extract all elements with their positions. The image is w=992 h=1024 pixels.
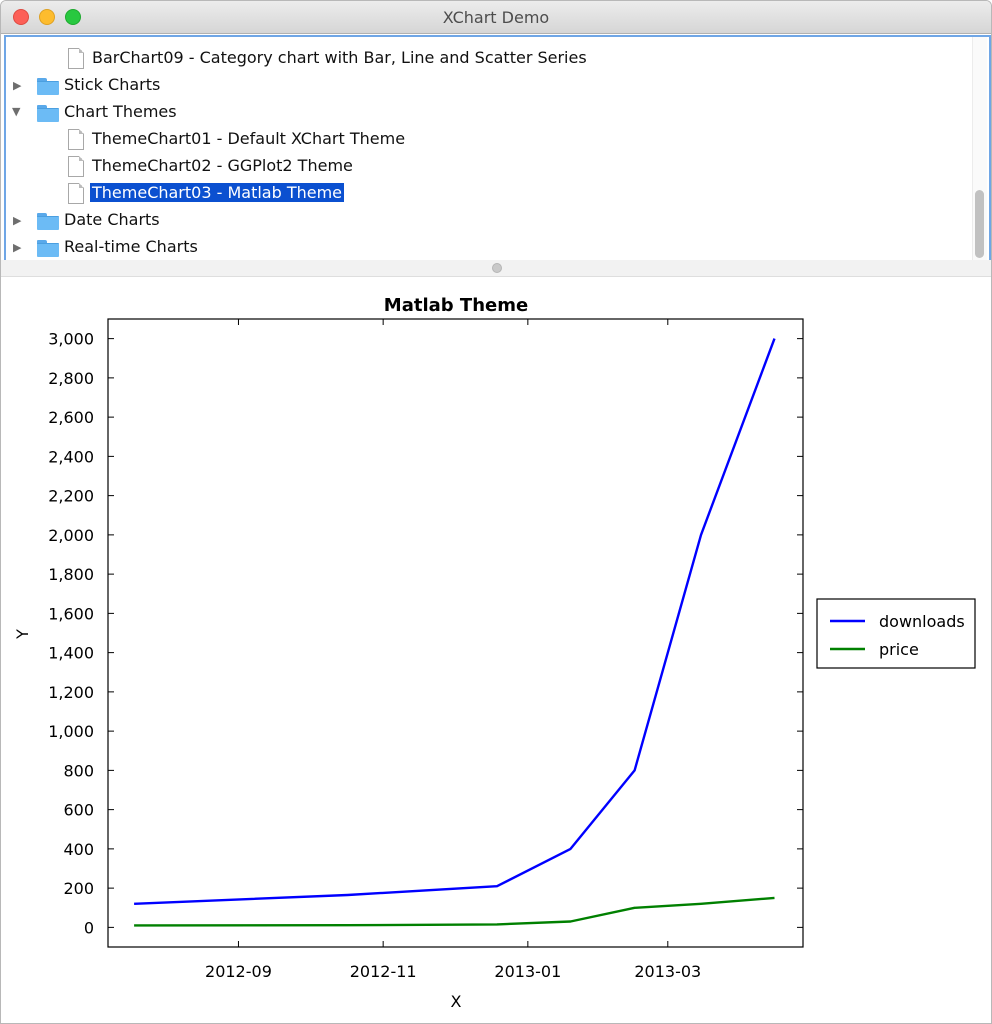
tree-folder-stick-charts[interactable]: ▶ Stick Charts bbox=[6, 72, 966, 99]
collapsed-arrow-icon[interactable]: ▶ bbox=[13, 241, 22, 254]
plot-area bbox=[107, 318, 804, 948]
x-tick-label: 2013-03 bbox=[634, 962, 701, 981]
tree-item-label: Chart Themes bbox=[64, 102, 177, 121]
y-tick-label: 400 bbox=[63, 840, 94, 859]
tree-item-barchart09[interactable]: BarChart09 - Category chart with Bar, Li… bbox=[6, 45, 966, 72]
y-tick-label: 600 bbox=[63, 801, 94, 820]
tree-scrollbar-thumb[interactable] bbox=[975, 190, 984, 258]
chart-legend: downloads price bbox=[816, 598, 976, 669]
line-chart: Matlab Theme 0 200 400 600 800 1,000 1,200 1,40… bbox=[13, 295, 976, 1011]
tree-item-label: Stick Charts bbox=[64, 75, 161, 94]
tree-item-label: Real-time Charts bbox=[64, 237, 198, 256]
folder-icon bbox=[37, 213, 59, 230]
y-tick-label: 2,600 bbox=[48, 408, 94, 427]
folder-icon bbox=[37, 240, 59, 257]
y-tick-label: 2,800 bbox=[48, 369, 94, 388]
x-tick-label: 2013-01 bbox=[494, 962, 561, 981]
series-layer bbox=[134, 338, 776, 927]
chart-title: Matlab Theme bbox=[384, 295, 528, 316]
file-icon bbox=[68, 48, 84, 69]
collapsed-arrow-icon[interactable]: ▶ bbox=[13, 214, 22, 227]
x-tick-label: 2012-11 bbox=[350, 962, 417, 981]
y-axis-label: Y bbox=[13, 629, 32, 640]
tree-item-label: Date Charts bbox=[64, 210, 160, 229]
chart-panel: Matlab Theme 0 200 400 600 800 1,000 1,200 1,40… bbox=[1, 277, 991, 1023]
y-tick-label: 1,400 bbox=[48, 644, 94, 663]
x-axis: 2012-09 2012-11 2013-01 2013-03 bbox=[205, 319, 701, 981]
y-tick-label: 200 bbox=[63, 879, 94, 898]
series-line-downloads bbox=[134, 338, 776, 905]
open-folder-icon bbox=[37, 105, 59, 122]
divider-grip-icon[interactable] bbox=[492, 263, 502, 273]
y-tick-label: 1,800 bbox=[48, 565, 94, 584]
y-tick-label: 2,000 bbox=[48, 526, 94, 545]
legend-label-downloads: downloads bbox=[879, 612, 965, 631]
close-window-button[interactable] bbox=[13, 9, 29, 25]
tree-folder-chart-themes[interactable]: ▼ Chart Themes bbox=[6, 99, 966, 126]
collapsed-arrow-icon[interactable]: ▶ bbox=[13, 79, 22, 92]
y-tick-label: 1,000 bbox=[48, 722, 94, 741]
expanded-arrow-icon[interactable]: ▼ bbox=[12, 105, 21, 118]
tree-item-label-selected: ThemeChart03 - Matlab Theme bbox=[90, 183, 345, 202]
file-icon bbox=[68, 129, 84, 150]
x-axis-label: X bbox=[451, 992, 462, 1011]
title-bar: XChart Demo bbox=[1, 1, 991, 34]
series-line-price bbox=[134, 896, 775, 927]
zoom-window-button[interactable] bbox=[65, 9, 81, 25]
tree-item-themechart03[interactable]: ThemeChart03 - Matlab Theme bbox=[6, 180, 966, 207]
tree-item-label: ThemeChart01 - Default XChart Theme bbox=[92, 129, 406, 148]
legend-label-price: price bbox=[879, 640, 919, 659]
file-icon bbox=[68, 156, 84, 177]
y-tick-label: 2,200 bbox=[48, 487, 94, 506]
x-tick-label: 2012-09 bbox=[205, 962, 272, 981]
tree-item-label: BarChart09 - Category chart with Bar, Li… bbox=[92, 48, 587, 67]
minimize-window-button[interactable] bbox=[39, 9, 55, 25]
y-tick-label: 1,200 bbox=[48, 683, 94, 702]
tree-item-label: ThemeChart02 - GGPlot2 Theme bbox=[92, 156, 353, 175]
split-pane-divider[interactable] bbox=[1, 260, 991, 277]
y-tick-label: 2,400 bbox=[48, 447, 94, 466]
folder-icon bbox=[37, 78, 59, 95]
y-tick-label: 800 bbox=[63, 761, 94, 780]
y-axis: 0 200 400 600 800 1,000 1,200 1,400 1,600 1,800 2,… bbox=[48, 330, 803, 937]
tree-folder-real-time-charts[interactable]: ▶ Real-time Charts bbox=[6, 234, 966, 261]
chart-tree[interactable]: BarChart09 - Category chart with Bar, Li… bbox=[4, 35, 991, 263]
y-tick-label: 0 bbox=[84, 918, 94, 937]
y-tick-label: 3,000 bbox=[48, 330, 94, 349]
tree-folder-date-charts[interactable]: ▶ Date Charts bbox=[6, 207, 966, 234]
y-tick-label: 1,600 bbox=[48, 604, 94, 623]
legend-box bbox=[816, 598, 976, 669]
tree-item-themechart02[interactable]: ThemeChart02 - GGPlot2 Theme bbox=[6, 153, 966, 180]
tree-item-themechart01[interactable]: ThemeChart01 - Default XChart Theme bbox=[6, 126, 966, 153]
window-title: XChart Demo bbox=[442, 8, 550, 27]
file-icon bbox=[68, 183, 84, 204]
